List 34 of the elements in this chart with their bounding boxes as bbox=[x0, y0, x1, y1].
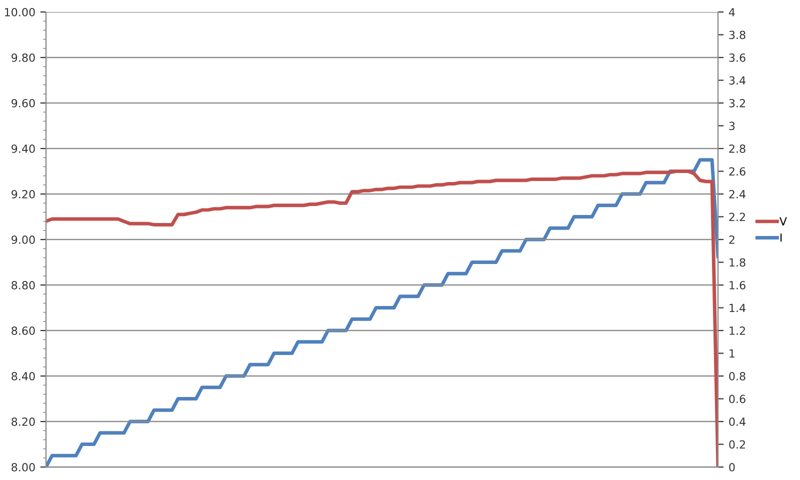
y-tick-label: 8.60 bbox=[12, 326, 35, 335]
y-tick-label: 10.00 bbox=[4, 8, 35, 16]
y2-tick-label: 4 bbox=[728, 8, 735, 16]
y2-tick-label: 0 bbox=[729, 463, 735, 472]
y2-tick-label: 2.6 bbox=[729, 167, 746, 176]
y2-tick-label: 3 bbox=[729, 122, 735, 130]
y2-tick-label: 2 bbox=[729, 235, 734, 244]
y2-tick-label: 3.8 bbox=[729, 30, 746, 40]
y2-tick-label: 0.4 bbox=[729, 418, 746, 426]
legend-label: I bbox=[780, 234, 782, 242]
y-tick-label: 8.40 bbox=[12, 372, 35, 380]
y2-tick-label: 0.8 bbox=[729, 372, 746, 380]
y2-tick-label: 2.2 bbox=[729, 212, 745, 221]
y2-tick-label: 2.8 bbox=[729, 144, 746, 153]
y2-tick-label: 1.6 bbox=[730, 281, 746, 290]
y2-tick-label: 1.8 bbox=[730, 258, 746, 267]
y2-tick-label: 1.4 bbox=[730, 304, 746, 312]
y-tick-label: 8.80 bbox=[12, 281, 35, 290]
y-tick-label: 8.00 bbox=[12, 463, 35, 472]
y-tick-label: 9.40 bbox=[12, 144, 35, 153]
y-tick-label: 9.60 bbox=[12, 98, 35, 108]
y-tick-label: 9.80 bbox=[12, 53, 35, 62]
y2-tick-label: 0.2 bbox=[729, 440, 745, 449]
y2-tick-label: 1 bbox=[730, 349, 734, 358]
y2-tick-label: 2.4 bbox=[729, 190, 746, 198]
y2-tick-label: 1.2 bbox=[730, 326, 745, 335]
y2-tick-label: 3.6 bbox=[729, 53, 746, 62]
legend-label: V bbox=[779, 217, 787, 226]
y2-tick-label: 3.4 bbox=[729, 76, 746, 85]
y2-tick-label: 3.2 bbox=[729, 98, 745, 108]
y-tick-label: 9.00 bbox=[12, 235, 35, 244]
y-tick-label: 8.20 bbox=[12, 418, 35, 426]
y2-tick-label: 0.6 bbox=[729, 394, 746, 404]
y-tick-label: 9.20 bbox=[12, 190, 35, 198]
